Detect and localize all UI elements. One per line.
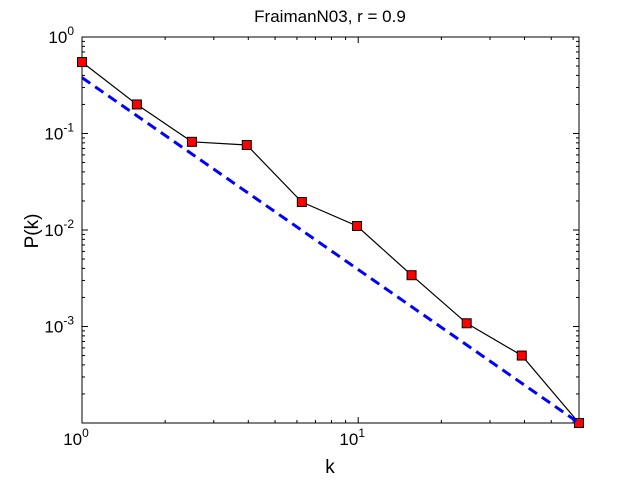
y-axis-label: P(k) xyxy=(22,214,43,249)
data-point-marker xyxy=(186,136,197,147)
x-axis-ticks: 100 101 xyxy=(63,426,365,449)
data-point-marker xyxy=(406,270,417,281)
y-tick-label: 10-2 xyxy=(44,217,74,240)
plot-area xyxy=(81,36,580,424)
dashed-fit-line xyxy=(81,76,580,425)
data-point-marker xyxy=(241,140,252,151)
y-tick-label: 100 xyxy=(48,24,74,47)
y-tick-label: 10-1 xyxy=(44,121,74,144)
minor-ticks xyxy=(81,36,579,424)
x-tick-label: 101 xyxy=(339,426,365,449)
data-point-marker xyxy=(131,99,142,110)
x-axis-label: k xyxy=(325,457,335,478)
data-point-marker xyxy=(296,197,307,208)
chart-title: FraimanN03, r = 0.9 xyxy=(254,7,406,26)
data-point-marker xyxy=(461,318,472,329)
series-layer xyxy=(77,57,584,428)
data-series-line xyxy=(81,61,580,424)
data-point-marker xyxy=(77,57,87,68)
data-point-marker xyxy=(516,350,527,361)
data-point-marker xyxy=(352,221,363,232)
y-axis-ticks: 100 10-1 10-2 10-3 xyxy=(44,24,74,337)
plot-frame xyxy=(81,36,580,424)
y-tick-label: 10-3 xyxy=(44,314,74,337)
x-tick-label: 100 xyxy=(63,426,89,449)
data-point-marker xyxy=(574,418,584,428)
